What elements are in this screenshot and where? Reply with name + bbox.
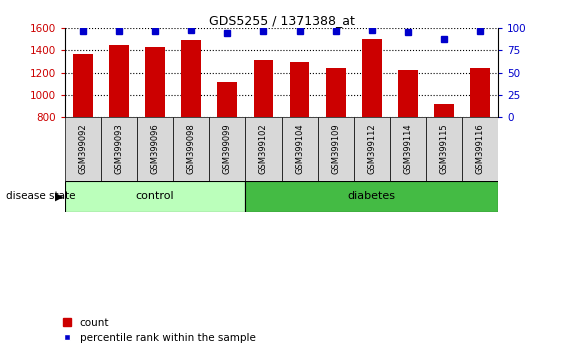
- Bar: [289, 62, 310, 117]
- Text: GSM399112: GSM399112: [367, 123, 376, 174]
- Text: GSM399093: GSM399093: [114, 123, 123, 174]
- Text: control: control: [136, 192, 175, 201]
- Bar: [73, 54, 93, 117]
- Bar: [282, 117, 318, 181]
- Bar: [65, 117, 101, 181]
- Text: GSM399115: GSM399115: [440, 123, 449, 174]
- Bar: [434, 104, 454, 117]
- Title: GDS5255 / 1371388_at: GDS5255 / 1371388_at: [208, 14, 355, 27]
- Text: GSM399102: GSM399102: [259, 123, 268, 174]
- Text: GSM399092: GSM399092: [78, 123, 87, 174]
- Bar: [462, 117, 498, 181]
- Bar: [318, 117, 354, 181]
- Bar: [109, 45, 129, 117]
- Bar: [398, 70, 418, 117]
- Bar: [145, 47, 165, 117]
- Bar: [217, 82, 237, 117]
- Text: GSM399098: GSM399098: [187, 123, 196, 174]
- Legend: count, percentile rank within the sample: count, percentile rank within the sample: [59, 314, 260, 347]
- Text: disease state: disease state: [6, 192, 75, 201]
- Text: GSM399116: GSM399116: [476, 123, 485, 174]
- Bar: [362, 39, 382, 117]
- Bar: [470, 68, 490, 117]
- Text: GSM399099: GSM399099: [223, 123, 232, 174]
- Bar: [245, 181, 498, 212]
- Bar: [245, 117, 282, 181]
- Bar: [65, 181, 245, 212]
- Text: GSM399096: GSM399096: [150, 123, 159, 174]
- Bar: [173, 117, 209, 181]
- Text: GSM399104: GSM399104: [295, 123, 304, 174]
- Bar: [209, 117, 245, 181]
- Text: diabetes: diabetes: [348, 192, 396, 201]
- Text: GSM399114: GSM399114: [404, 123, 413, 174]
- Bar: [181, 40, 201, 117]
- Bar: [354, 117, 390, 181]
- Bar: [137, 117, 173, 181]
- Bar: [390, 117, 426, 181]
- Text: GSM399109: GSM399109: [331, 123, 340, 174]
- Bar: [253, 60, 274, 117]
- Bar: [101, 117, 137, 181]
- Bar: [326, 68, 346, 117]
- Bar: [426, 117, 462, 181]
- Text: ▶: ▶: [55, 192, 63, 201]
